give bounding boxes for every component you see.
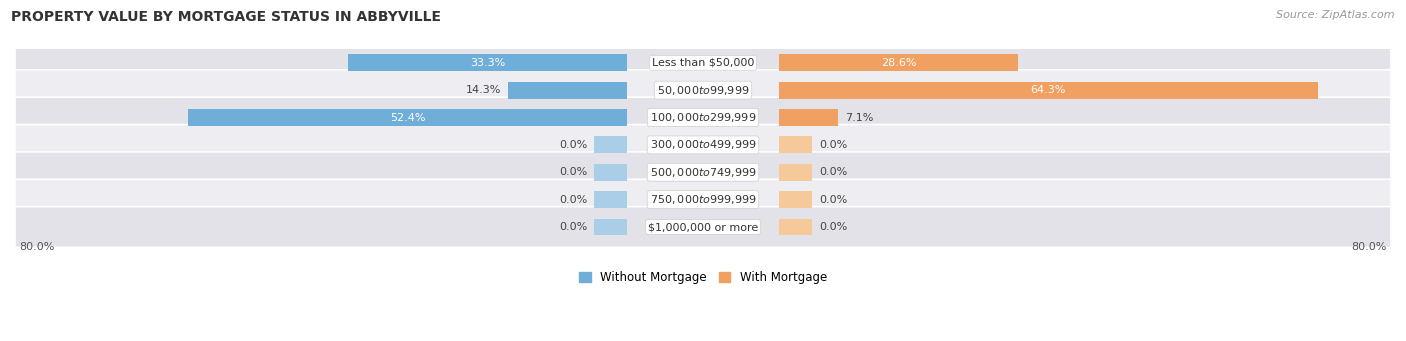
Text: PROPERTY VALUE BY MORTGAGE STATUS IN ABBYVILLE: PROPERTY VALUE BY MORTGAGE STATUS IN ABB… — [11, 10, 441, 24]
Text: 0.0%: 0.0% — [560, 222, 588, 232]
Text: 0.0%: 0.0% — [818, 140, 846, 150]
Bar — [779, 82, 1317, 99]
Text: $300,000 to $499,999: $300,000 to $499,999 — [650, 138, 756, 151]
Text: 28.6%: 28.6% — [880, 58, 917, 68]
Text: 64.3%: 64.3% — [1031, 85, 1066, 95]
FancyBboxPatch shape — [15, 97, 1391, 138]
FancyBboxPatch shape — [15, 207, 1391, 247]
Bar — [779, 164, 813, 181]
Text: 52.4%: 52.4% — [389, 113, 426, 122]
FancyBboxPatch shape — [15, 42, 1391, 83]
Bar — [593, 136, 627, 153]
Text: $50,000 to $99,999: $50,000 to $99,999 — [657, 84, 749, 97]
FancyBboxPatch shape — [15, 152, 1391, 193]
Text: 0.0%: 0.0% — [818, 222, 846, 232]
Bar — [779, 136, 813, 153]
FancyBboxPatch shape — [15, 70, 1391, 110]
Text: 7.1%: 7.1% — [845, 113, 873, 122]
Bar — [779, 191, 813, 208]
Legend: Without Mortgage, With Mortgage: Without Mortgage, With Mortgage — [574, 266, 832, 288]
Text: 0.0%: 0.0% — [818, 167, 846, 177]
Text: Source: ZipAtlas.com: Source: ZipAtlas.com — [1277, 10, 1395, 20]
Bar — [349, 54, 627, 71]
Text: 33.3%: 33.3% — [470, 58, 505, 68]
Text: $750,000 to $999,999: $750,000 to $999,999 — [650, 193, 756, 206]
Bar — [593, 219, 627, 236]
Text: 0.0%: 0.0% — [560, 167, 588, 177]
FancyBboxPatch shape — [15, 179, 1391, 220]
Text: 14.3%: 14.3% — [465, 85, 501, 95]
Text: Less than $50,000: Less than $50,000 — [652, 58, 754, 68]
Bar — [593, 164, 627, 181]
Bar — [779, 54, 1018, 71]
Text: 0.0%: 0.0% — [818, 195, 846, 205]
FancyBboxPatch shape — [15, 124, 1391, 165]
Text: 80.0%: 80.0% — [20, 242, 55, 252]
Bar — [508, 82, 627, 99]
Text: $100,000 to $299,999: $100,000 to $299,999 — [650, 111, 756, 124]
Bar — [593, 191, 627, 208]
Text: 80.0%: 80.0% — [1351, 242, 1386, 252]
Text: 0.0%: 0.0% — [560, 140, 588, 150]
Text: $1,000,000 or more: $1,000,000 or more — [648, 222, 758, 232]
Text: 0.0%: 0.0% — [560, 195, 588, 205]
Bar — [779, 219, 813, 236]
Bar — [188, 109, 627, 126]
Bar — [779, 109, 838, 126]
Text: $500,000 to $749,999: $500,000 to $749,999 — [650, 166, 756, 179]
